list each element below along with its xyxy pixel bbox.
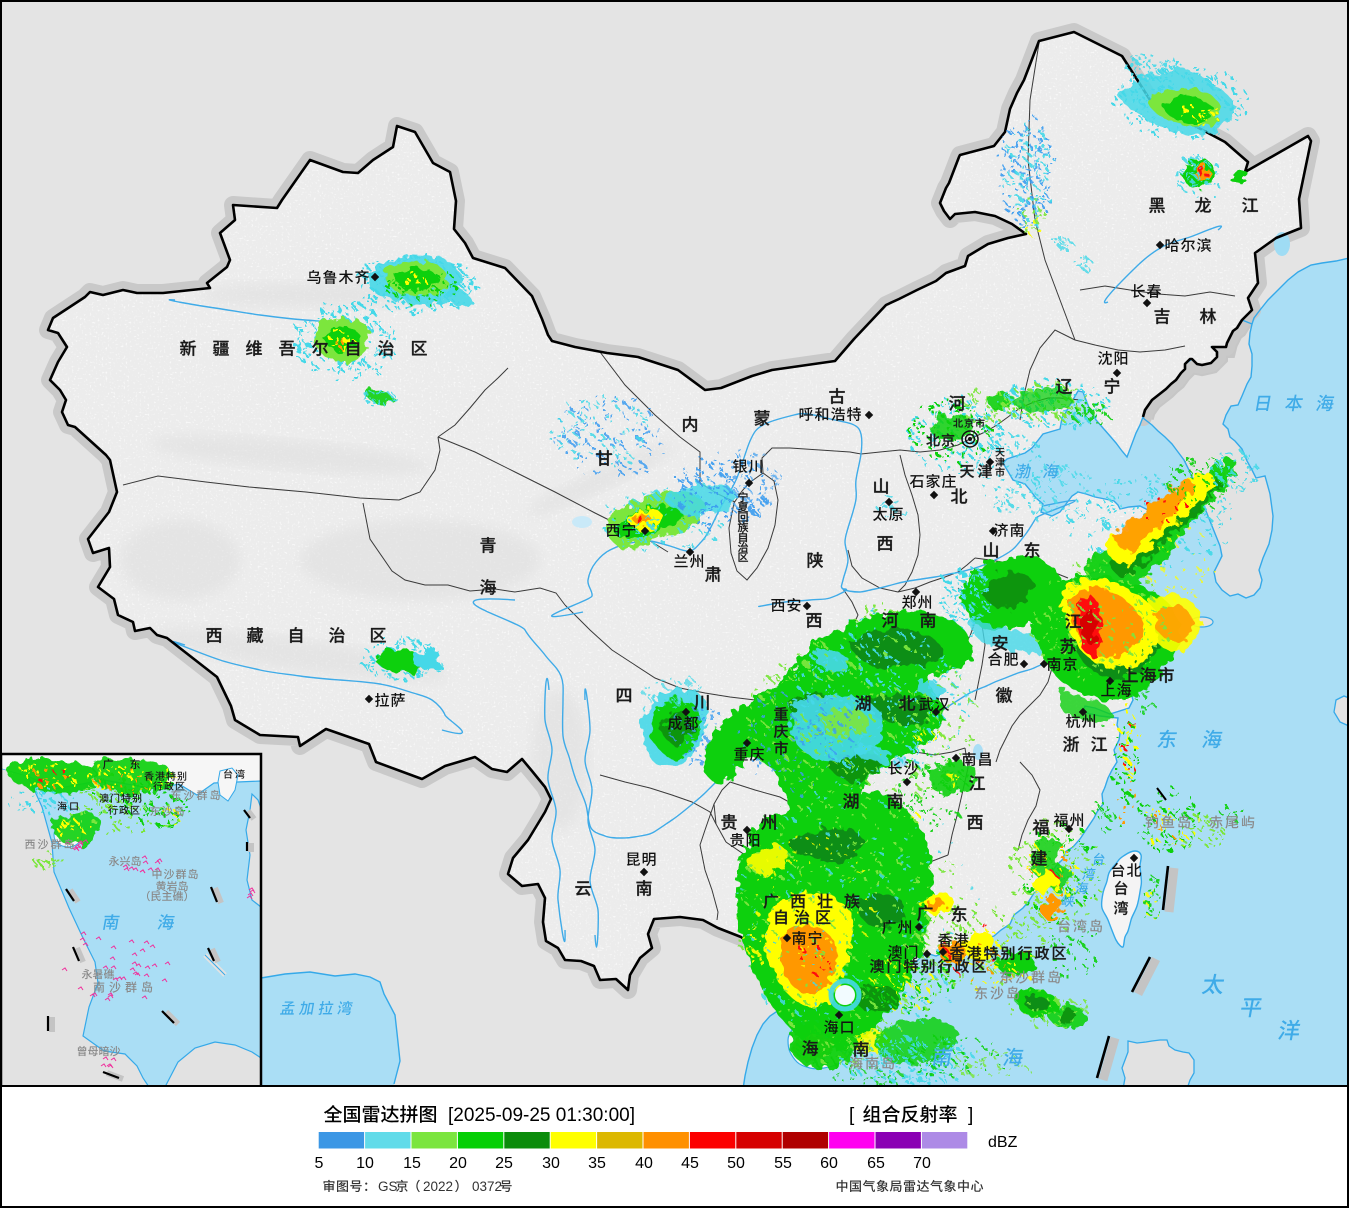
svg-text:65: 65 (867, 1155, 885, 1172)
svg-text:30: 30 (542, 1155, 560, 1172)
svg-text:20: 20 (449, 1155, 467, 1172)
svg-text:50: 50 (727, 1155, 745, 1172)
svg-text:55: 55 (774, 1155, 792, 1172)
svg-text:45: 45 (681, 1155, 699, 1172)
svg-text:5: 5 (315, 1155, 324, 1172)
svg-text:0372: 0372 (472, 1179, 502, 1194)
svg-text:]: ] (968, 1105, 973, 1126)
svg-text:70: 70 (913, 1155, 931, 1172)
svg-text:[: [ (849, 1105, 855, 1126)
svg-text:dBZ: dBZ (988, 1134, 1018, 1151)
svg-text:25: 25 (495, 1155, 513, 1172)
svg-text:15: 15 (403, 1155, 421, 1172)
svg-text:GS: GS (378, 1179, 398, 1194)
svg-text:[2025-09-25 01:30:00]: [2025-09-25 01:30:00] (448, 1105, 635, 1126)
svg-text:40: 40 (635, 1155, 653, 1172)
svg-text:2022: 2022 (423, 1179, 453, 1194)
svg-text:10: 10 (356, 1155, 374, 1172)
svg-text:35: 35 (588, 1155, 606, 1172)
svg-text:60: 60 (820, 1155, 838, 1172)
